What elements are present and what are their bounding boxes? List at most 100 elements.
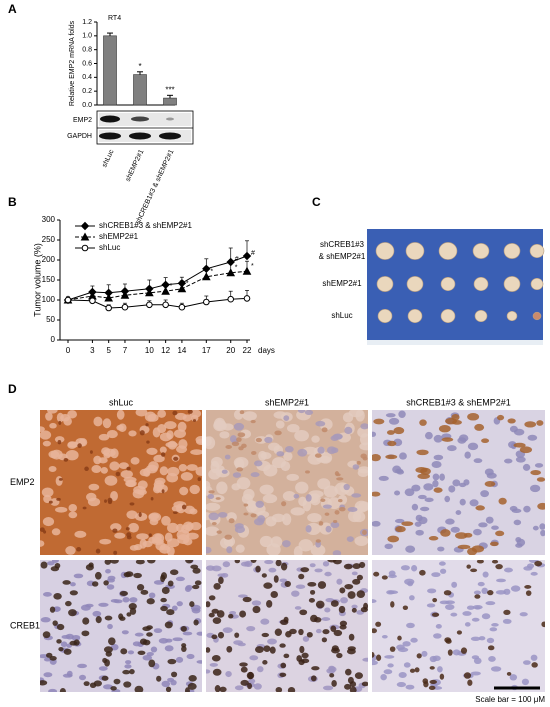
cell bbox=[166, 609, 175, 616]
cell bbox=[336, 652, 343, 659]
cell bbox=[275, 687, 283, 692]
cell bbox=[40, 430, 52, 440]
cell bbox=[191, 607, 201, 614]
cell bbox=[405, 684, 415, 690]
cell bbox=[46, 561, 55, 566]
cell bbox=[428, 536, 439, 541]
cell bbox=[216, 481, 228, 495]
cell bbox=[190, 564, 199, 570]
marker bbox=[64, 296, 72, 304]
cell bbox=[445, 518, 455, 525]
cell bbox=[139, 468, 150, 477]
cell bbox=[153, 454, 165, 463]
cell bbox=[422, 678, 429, 684]
cell bbox=[40, 527, 45, 532]
cell bbox=[139, 430, 145, 436]
cell bbox=[295, 481, 309, 494]
cell bbox=[506, 671, 512, 676]
significance: * bbox=[186, 281, 189, 288]
cell bbox=[88, 483, 100, 491]
cell bbox=[401, 521, 414, 526]
x-tick-label: 3 bbox=[90, 346, 95, 355]
cell bbox=[172, 637, 183, 642]
cell bbox=[125, 660, 132, 665]
cell bbox=[388, 570, 396, 577]
significance: * bbox=[235, 265, 238, 272]
cell bbox=[69, 640, 78, 646]
cell bbox=[487, 645, 495, 651]
cell bbox=[396, 682, 407, 688]
x-tick-label: 12 bbox=[161, 346, 170, 355]
cell bbox=[429, 655, 437, 663]
cell bbox=[173, 429, 187, 439]
cell bbox=[110, 448, 119, 459]
marker bbox=[226, 268, 236, 277]
cell bbox=[178, 463, 188, 472]
cell bbox=[157, 410, 167, 418]
cell bbox=[42, 440, 51, 447]
x-tick-label: 5 bbox=[106, 346, 111, 355]
cell bbox=[466, 605, 475, 610]
cell bbox=[108, 637, 116, 646]
cell bbox=[279, 643, 286, 648]
cell bbox=[522, 463, 531, 471]
cell bbox=[536, 477, 545, 482]
cell bbox=[293, 546, 303, 555]
cell bbox=[159, 432, 172, 442]
column-label: shCREB1#3 & shEMP2#1 bbox=[406, 397, 511, 407]
cell bbox=[234, 560, 241, 564]
cell bbox=[287, 687, 296, 692]
cell bbox=[360, 423, 368, 430]
cell bbox=[270, 590, 279, 599]
cell bbox=[210, 460, 220, 474]
cell bbox=[99, 538, 112, 545]
cell bbox=[213, 417, 226, 431]
cell bbox=[84, 466, 89, 471]
cell bbox=[475, 505, 485, 511]
cell bbox=[271, 513, 285, 523]
cell bbox=[194, 580, 202, 586]
cell bbox=[452, 420, 462, 425]
cell bbox=[433, 487, 443, 493]
cell bbox=[225, 444, 232, 449]
cell bbox=[439, 673, 445, 680]
tumor bbox=[503, 276, 521, 292]
cell bbox=[388, 590, 399, 594]
cell bbox=[373, 571, 380, 577]
cell bbox=[296, 655, 303, 662]
bar bbox=[163, 97, 177, 106]
cell bbox=[229, 435, 237, 443]
cell bbox=[121, 630, 129, 635]
blot-label: GAPDH bbox=[67, 133, 92, 140]
cell bbox=[286, 473, 299, 481]
cell bbox=[332, 434, 343, 440]
cell bbox=[233, 456, 249, 469]
cell bbox=[190, 449, 202, 456]
cell bbox=[420, 506, 430, 512]
cell bbox=[318, 452, 333, 464]
cell bbox=[186, 464, 198, 471]
cell bbox=[65, 600, 72, 607]
cell bbox=[363, 602, 368, 610]
cell bbox=[134, 512, 148, 521]
cell bbox=[55, 475, 63, 486]
cell bbox=[81, 630, 90, 637]
cell bbox=[314, 453, 322, 458]
cell bbox=[262, 494, 278, 504]
cell bbox=[309, 563, 316, 568]
cell bbox=[491, 525, 499, 530]
cell bbox=[149, 518, 159, 526]
cell bbox=[340, 597, 348, 604]
cell bbox=[295, 584, 306, 589]
y-tick-label: 300 bbox=[42, 215, 56, 224]
marker bbox=[80, 232, 90, 241]
cell bbox=[279, 619, 289, 626]
cell bbox=[106, 430, 118, 439]
cell bbox=[298, 628, 304, 636]
cell bbox=[192, 584, 200, 590]
cell bbox=[466, 564, 471, 569]
cell bbox=[418, 494, 427, 500]
cell bbox=[330, 521, 340, 529]
cell bbox=[348, 633, 355, 641]
cell bbox=[387, 663, 394, 668]
